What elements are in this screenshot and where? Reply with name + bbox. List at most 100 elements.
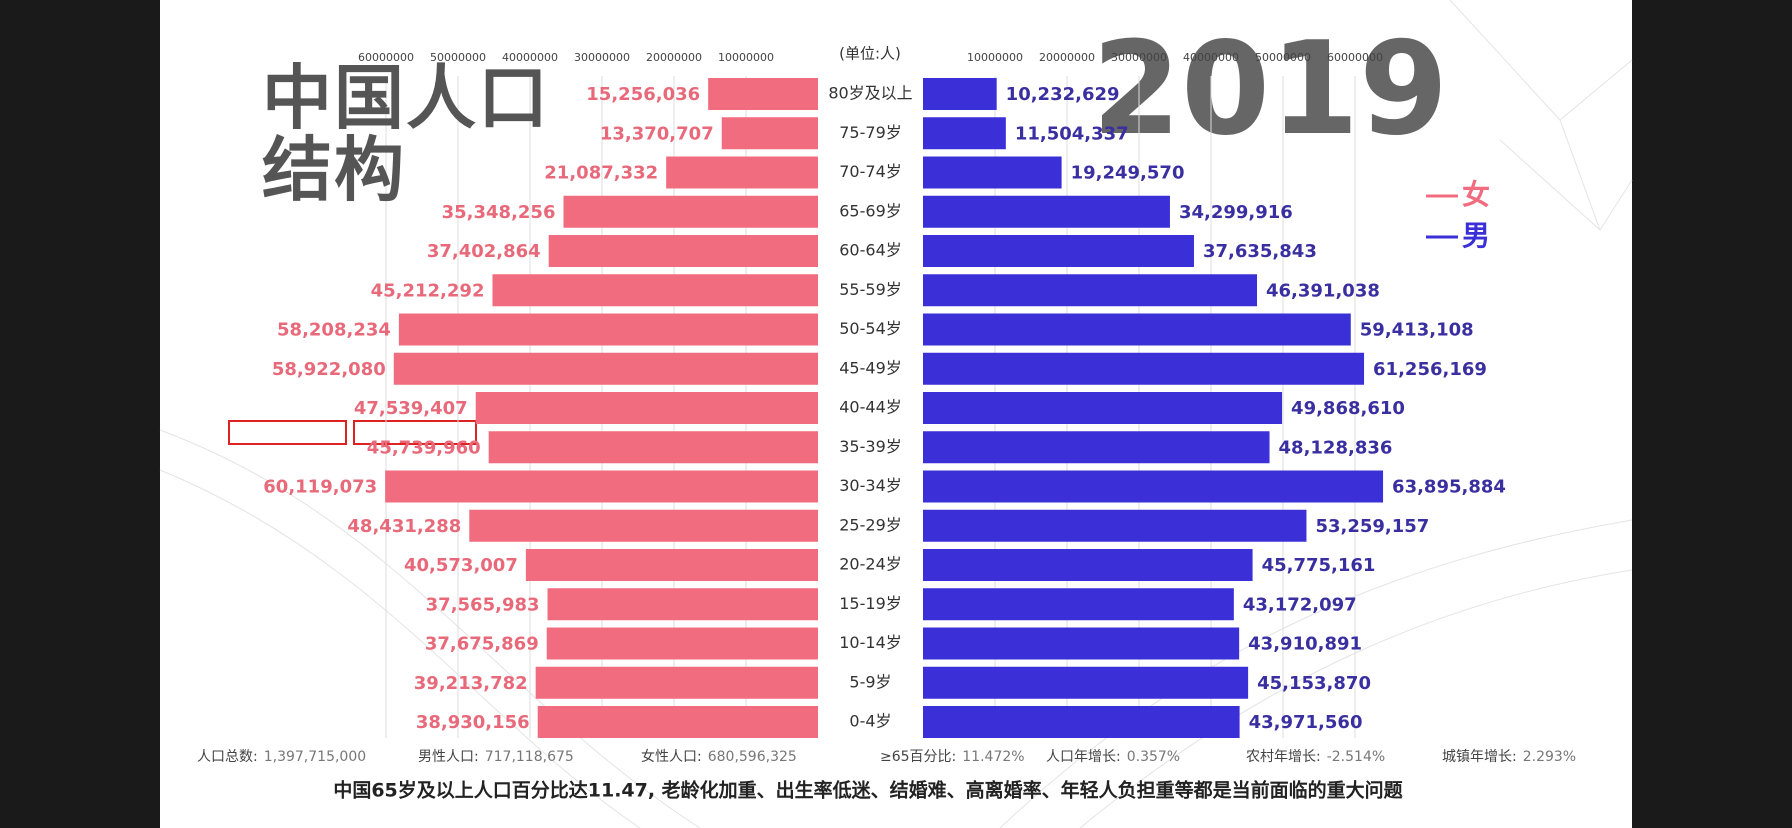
value-label: 11,504,337 [1015, 123, 1129, 144]
panel [160, 0, 1632, 828]
value-label: 43,172,097 [1243, 594, 1357, 615]
x-tick-label: 40000000 [1183, 51, 1239, 64]
bar [393, 352, 818, 385]
value-label: 45,153,870 [1257, 673, 1371, 694]
bar [923, 470, 1384, 503]
category-label: 5-9岁 [849, 672, 891, 691]
stat-label: 农村年增长: [1246, 749, 1321, 765]
chart-title: 中国人口结构 [262, 57, 550, 211]
stat: 人口总数: 1,397,715,000 [197, 749, 366, 765]
bar [923, 352, 1365, 385]
highlight-box [228, 420, 347, 445]
value-label: 10,232,629 [1006, 84, 1120, 105]
side-bar [0, 0, 160, 828]
value-label: 19,249,570 [1071, 163, 1185, 184]
value-label: 48,128,836 [1279, 437, 1393, 458]
x-tick-label: 60000000 [358, 51, 414, 64]
side-bar [1632, 0, 1792, 828]
highlight-box [353, 420, 477, 445]
category-label: 50-54岁 [839, 319, 902, 338]
unit-label: (单位:人) [839, 45, 901, 63]
stat-value: 680,596,325 [708, 749, 797, 765]
value-label: 38,930,156 [416, 712, 530, 733]
bar [923, 431, 1270, 464]
value-label: 35,348,256 [442, 202, 556, 223]
value-label: 37,565,983 [426, 594, 540, 615]
bar [525, 549, 818, 581]
bar [469, 509, 818, 542]
bar [385, 470, 818, 503]
stat-label: 人口总数: [197, 749, 258, 765]
value-label: 37,675,869 [425, 634, 539, 655]
x-tick-label: 50000000 [1255, 51, 1311, 64]
bar [488, 431, 818, 464]
stat-value: 2.293% [1523, 749, 1576, 765]
category-label: 30-34岁 [839, 476, 902, 495]
category-label: 10-14岁 [839, 633, 902, 652]
x-tick-label: 20000000 [1039, 51, 1095, 64]
value-label: 45,775,161 [1262, 555, 1376, 576]
value-label: 58,208,234 [277, 320, 391, 341]
category-label: 0-4岁 [849, 712, 891, 731]
stat-label: 女性人口: [641, 748, 702, 765]
category-label: 40-44岁 [839, 398, 902, 417]
stat-value: -2.514% [1327, 749, 1385, 765]
bar [923, 509, 1307, 542]
value-label: 59,413,108 [1360, 320, 1474, 341]
year-annotation: 2019 [1092, 15, 1448, 164]
value-label: 60,119,073 [263, 477, 377, 498]
stat: 女性人口: 680,596,325 [641, 748, 797, 765]
bar [923, 313, 1351, 346]
category-label: 70-74岁 [839, 162, 902, 181]
bar [923, 588, 1234, 621]
x-tick-label: 50000000 [430, 51, 486, 64]
bar [923, 666, 1249, 699]
value-label: 37,635,843 [1203, 241, 1317, 262]
bar [666, 156, 818, 189]
bar [923, 195, 1170, 228]
x-tick-label: 40000000 [502, 51, 558, 64]
value-label: 39,213,782 [414, 673, 528, 694]
category-label: 80岁及以上 [828, 84, 912, 103]
x-tick-label: 30000000 [1111, 51, 1167, 64]
value-label: 58,922,080 [272, 359, 386, 380]
value-label: 47,539,407 [354, 398, 468, 419]
value-label: 45,212,292 [371, 280, 485, 301]
value-label: 46,391,038 [1266, 280, 1380, 301]
bar [547, 588, 818, 621]
bar [923, 156, 1062, 189]
value-label: 43,971,560 [1249, 712, 1363, 733]
stat-label: 男性人口: [418, 749, 479, 765]
stat-value: 0.357% [1127, 749, 1180, 765]
value-label: 53,259,157 [1315, 516, 1429, 537]
x-tick-label: 30000000 [574, 51, 630, 64]
value-label: 48,431,288 [347, 516, 461, 537]
bar [923, 117, 1006, 150]
value-label: 61,256,169 [1373, 359, 1487, 380]
bar [537, 706, 818, 738]
stat: 男性人口: 717,118,675 [418, 749, 574, 765]
category-label: 20-24岁 [839, 555, 902, 574]
bar [923, 549, 1253, 581]
category-label: 25-29岁 [839, 515, 902, 534]
bar [708, 78, 818, 110]
x-tick-label: 20000000 [646, 51, 702, 64]
bar [546, 627, 818, 660]
value-label: 34,299,916 [1179, 202, 1293, 223]
value-label: 40,573,007 [404, 555, 518, 576]
x-tick-label: 10000000 [967, 51, 1023, 64]
stat-value: 1,397,715,000 [264, 749, 366, 765]
bar [923, 274, 1258, 307]
bar [923, 78, 997, 110]
legend-label: 女 [1462, 178, 1490, 211]
bar [548, 235, 818, 267]
stat-value: 717,118,675 [485, 749, 574, 765]
decoration [159, 0, 1633, 828]
value-label: 63,895,884 [1392, 477, 1506, 498]
category-label: 75-79岁 [839, 123, 902, 142]
bar [923, 706, 1240, 738]
x-tick-label: 10000000 [718, 51, 774, 64]
category-label: 65-69岁 [839, 201, 902, 220]
